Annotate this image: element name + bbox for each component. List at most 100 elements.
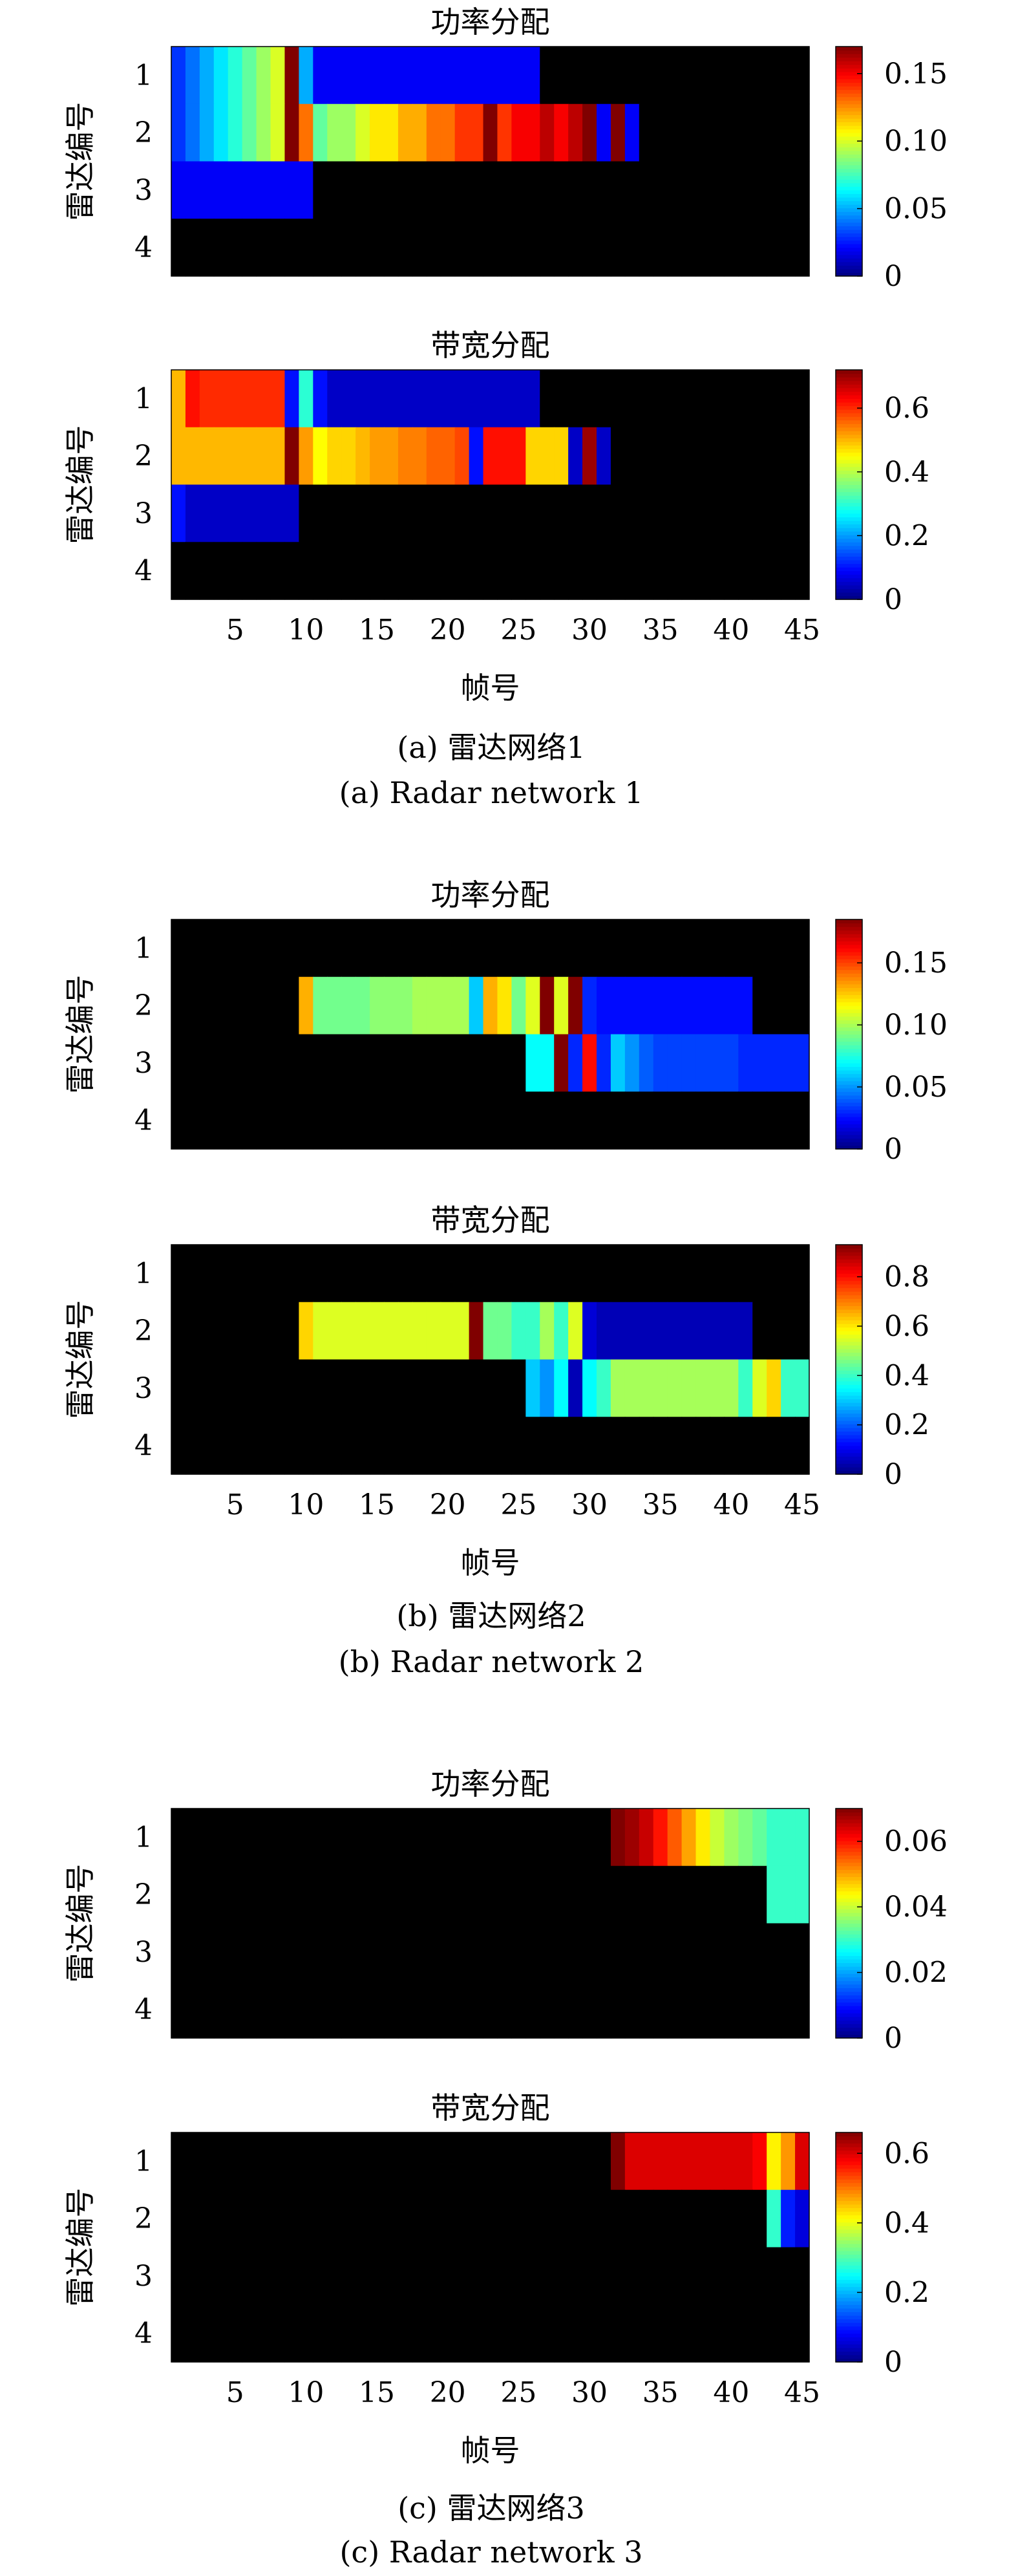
heatmap-cell — [681, 1245, 697, 1303]
colorbar-tick-label: 0 — [884, 1133, 902, 1166]
heatmap-cell — [370, 1865, 385, 1924]
heatmap-cell — [781, 1091, 796, 1150]
heatmap-cell — [327, 1417, 342, 1475]
heatmap-cell — [781, 2304, 796, 2363]
colorbar-segment — [836, 1876, 862, 1881]
heatmap-cell — [781, 103, 796, 162]
colorbar-segment — [836, 111, 862, 115]
heatmap-cell — [370, 1034, 385, 1092]
colorbar-segment — [836, 2168, 862, 2173]
heatmap-cell — [568, 370, 583, 428]
heatmap-cell — [724, 161, 739, 219]
heatmap-cell — [341, 2304, 356, 2363]
heatmap-cell — [653, 1245, 668, 1303]
heatmap-cell — [355, 2304, 370, 2363]
heatmap-cell — [795, 1302, 810, 1360]
heatmap-cell — [341, 542, 356, 600]
heatmap-cell — [370, 484, 385, 542]
heatmap-cell — [795, 1809, 810, 1867]
heatmap-cell — [284, 1245, 299, 1303]
heatmap-cell — [384, 542, 399, 600]
heatmap-cell — [440, 919, 456, 978]
heatmap-cell — [781, 1034, 796, 1092]
colorbar-segment — [836, 513, 862, 518]
colorbar-segment — [836, 2016, 862, 2021]
heatmap-cell — [597, 1359, 611, 1417]
heatmap-cell — [681, 1417, 697, 1475]
colorbar-segment — [836, 254, 862, 259]
heatmap-cell — [370, 47, 385, 105]
heatmap-cell — [370, 1980, 385, 2039]
heatmap-cell — [213, 2132, 229, 2191]
heatmap-cell — [213, 1034, 229, 1092]
heatmap-cell — [781, 1302, 796, 1360]
heatmap-cell — [299, 161, 313, 219]
heatmap-cell — [582, 1980, 597, 2039]
heatmap-cell — [554, 484, 569, 542]
heatmap-cell — [540, 1302, 555, 1360]
colorbar-segment — [836, 919, 862, 924]
y-tick-label: 3 — [134, 497, 153, 530]
heatmap-cell — [681, 1980, 697, 2039]
heatmap-cell — [469, 1034, 484, 1092]
colorbar-segment — [836, 969, 862, 974]
y-tick-label: 1 — [134, 59, 153, 92]
heatmap-cell — [454, 976, 470, 1035]
heatmap-cell — [469, 1417, 484, 1475]
heatmap-cell — [554, 1034, 569, 1092]
colorbar-segment — [836, 272, 862, 277]
colorbar-segment — [836, 1062, 862, 1068]
heatmap-cell — [185, 919, 200, 978]
heatmap-cell — [710, 2189, 725, 2248]
heatmap-cell — [525, 1245, 540, 1303]
heatmap-cell — [327, 1923, 342, 1981]
colorbar-segment — [836, 480, 862, 486]
heatmap-cell — [454, 2132, 470, 2191]
colorbar-segment — [836, 233, 862, 237]
heatmap-cell — [582, 219, 597, 277]
heatmap-cell — [610, 1923, 626, 1981]
heatmap-cell — [199, 2189, 215, 2248]
colorbar-segment — [836, 380, 862, 385]
x-tick-label: 10 — [288, 614, 324, 647]
heatmap-cell — [384, 103, 399, 162]
colorbar-segment — [836, 1406, 862, 1410]
heatmap-cell — [199, 219, 215, 277]
colorbar-segment — [836, 2240, 862, 2244]
heatmap-cell — [256, 219, 271, 277]
colorbar-segment — [836, 545, 862, 550]
heatmap-cell — [454, 542, 470, 600]
colorbar-segment — [836, 1073, 862, 1078]
heatmap-cell — [228, 1034, 243, 1092]
heatmap-cell — [667, 103, 683, 162]
heatmap-cell — [440, 161, 456, 219]
heatmap-cell — [228, 542, 243, 600]
heatmap-cell — [624, 976, 640, 1035]
colorbar-segment — [836, 556, 862, 561]
heatmap-cell — [384, 1980, 399, 2039]
heatmap-cell — [781, 427, 796, 486]
heatmap-cell — [228, 1865, 243, 1924]
heatmap-cell — [639, 1809, 654, 1867]
colorbar-segment — [836, 1449, 862, 1454]
heatmap-cell — [355, 219, 370, 277]
heatmap-cell — [454, 1980, 470, 2039]
heatmap-cell — [752, 484, 767, 542]
heatmap-cell — [681, 2247, 697, 2305]
x-tick-label: 30 — [571, 614, 608, 647]
colorbar-segment — [836, 2218, 862, 2223]
heatmap-cell — [483, 1980, 498, 2039]
colorbar-segment — [836, 226, 862, 230]
colorbar-segment — [836, 89, 862, 94]
colorbar-segment — [836, 2268, 862, 2273]
heatmap-cell — [327, 1245, 342, 1303]
heatmap-cell — [497, 47, 512, 105]
colorbar-segment — [836, 157, 862, 162]
heatmap-cell — [511, 919, 526, 978]
y-axis-label: 雷达编号 — [63, 425, 98, 544]
heatmap-cell — [667, 2304, 683, 2363]
heatmap-cell — [384, 1865, 399, 1924]
heatmap-cell — [256, 1302, 271, 1360]
heatmap-cell — [710, 47, 725, 105]
heatmap-cell — [639, 1980, 654, 2039]
